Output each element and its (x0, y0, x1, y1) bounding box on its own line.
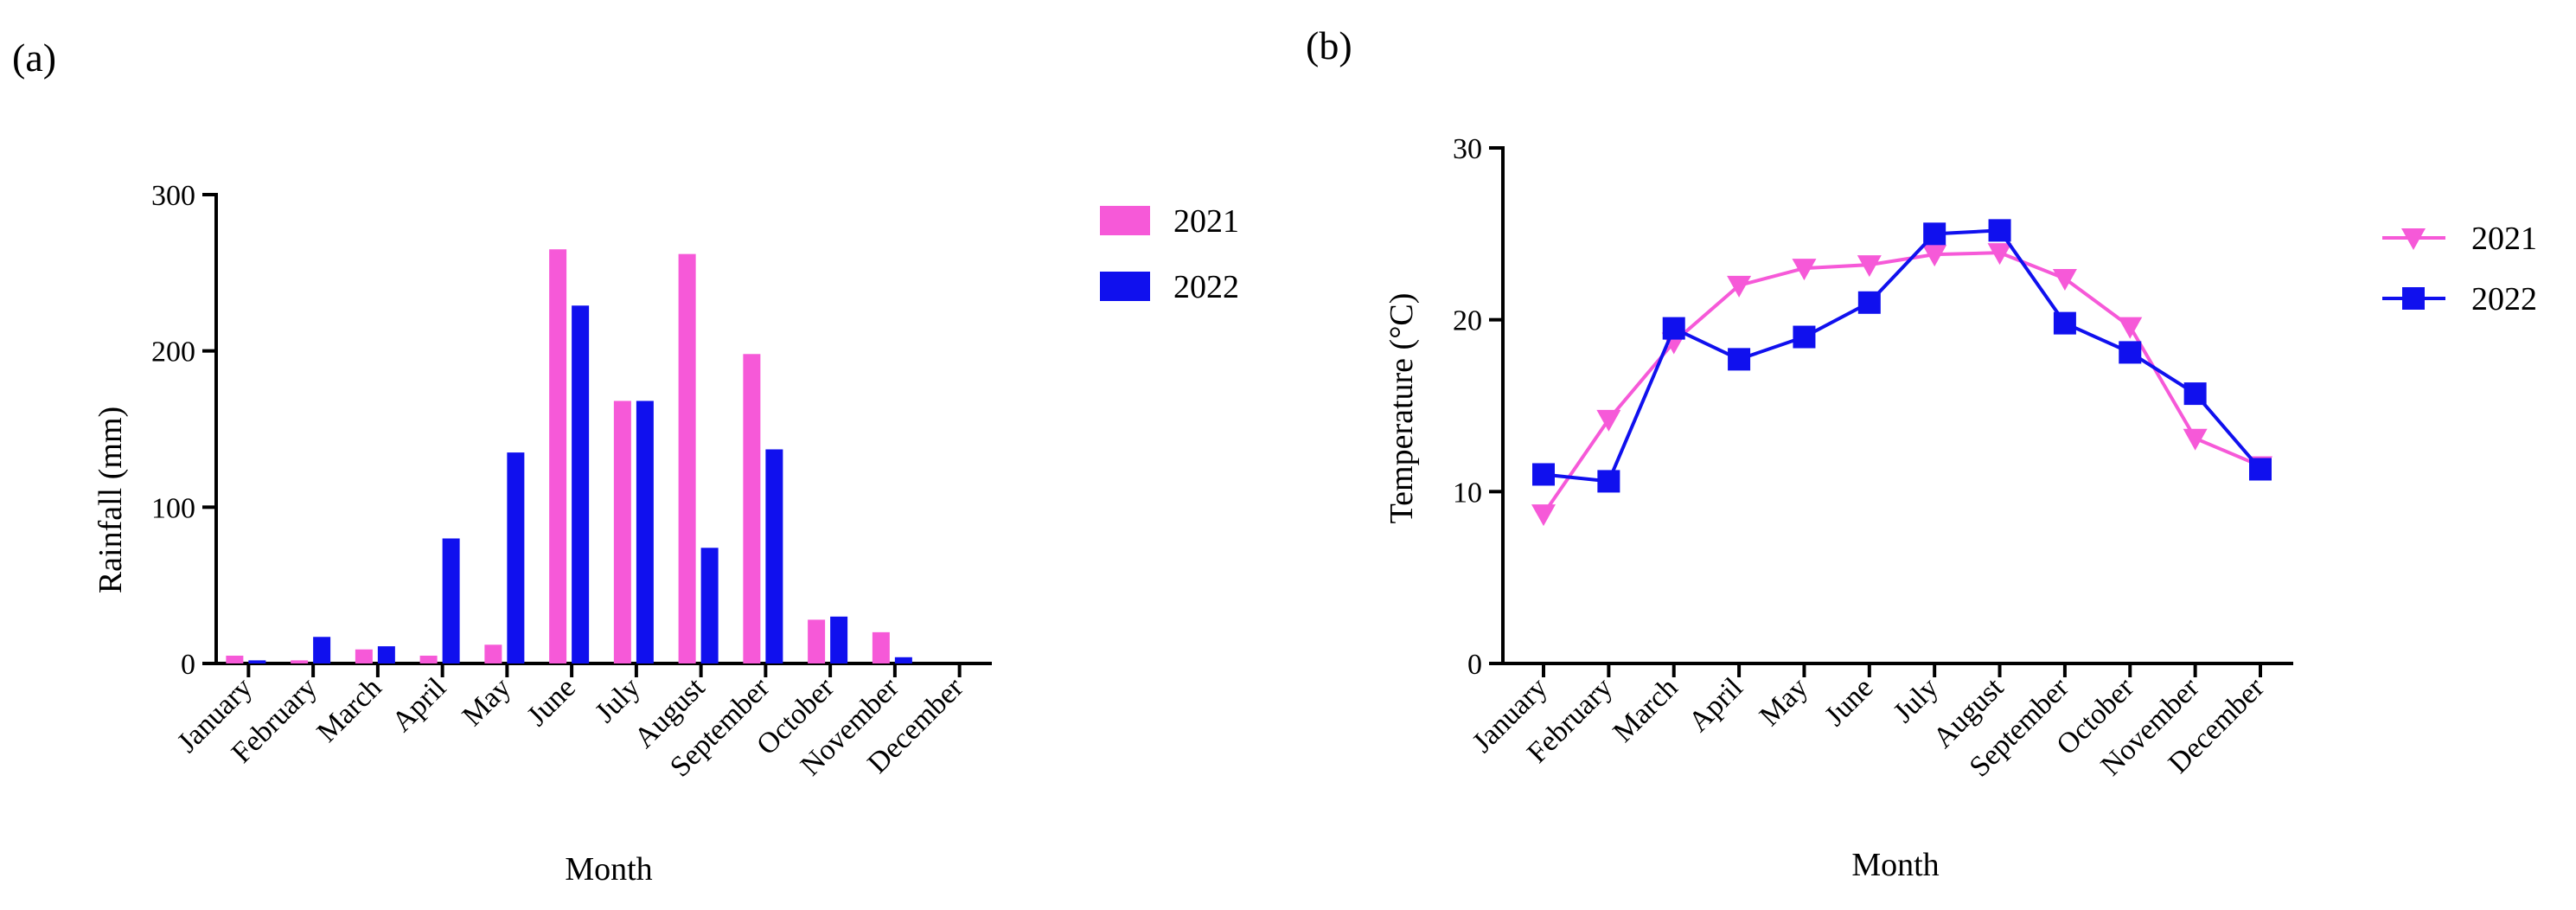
bar-2021-june (549, 249, 567, 663)
bar-2022-september (765, 449, 783, 663)
temperature-y-axis-title: Temperature (°C) (1384, 293, 1420, 524)
point-2022-january (1532, 463, 1555, 486)
temperature-legend: 2021 2022 (2382, 221, 2537, 317)
bar-2021-january (226, 655, 244, 663)
point-2021-november (2183, 428, 2208, 451)
y-tick-label: 30 (1453, 133, 1482, 165)
bar-2022-april (442, 538, 460, 663)
point-2021-october (2118, 317, 2143, 339)
temperature-y-axis: 0 10 20 30 (1453, 133, 1505, 681)
x-tick-label: July (589, 671, 646, 728)
y-tick-label: 200 (151, 336, 195, 368)
bar-2022-january (248, 660, 266, 663)
point-2021-june (1857, 255, 1882, 278)
point-2022-july (1923, 222, 1946, 246)
rainfall-chart: (a) 0 100 200 300 JanuaryFebruaryMarchApril… (12, 35, 1239, 888)
point-2021-february (1596, 409, 1621, 432)
line-2022 (1543, 228, 2262, 484)
y-tick-label: 20 (1453, 305, 1482, 337)
x-tick-label: March (1607, 671, 1684, 748)
x-tick-label: April (386, 671, 452, 738)
legend-marker-2022 (2402, 287, 2425, 310)
y-tick-label: 10 (1453, 477, 1482, 509)
point-2022-march (1662, 317, 1685, 340)
legend-swatch-2021 (1100, 206, 1150, 235)
bar-2022-june (572, 305, 590, 663)
legend-swatch-2022 (1100, 272, 1150, 301)
temperature-x-axis-title: Month (1851, 847, 1939, 883)
bar-2021-may (484, 644, 502, 663)
point-2022-august (1988, 219, 2011, 242)
x-tick-label: March (311, 671, 388, 748)
point-2022-april (1728, 348, 1751, 371)
x-tick-label: June (521, 671, 582, 732)
bar-2022-october (830, 616, 848, 663)
bar-2022-august (700, 548, 719, 663)
legend-marker-2021 (2401, 228, 2426, 250)
point-2021-april (1727, 275, 1752, 298)
bar-2022-may (507, 452, 525, 663)
x-tick-label: May (457, 671, 517, 732)
temperature-lines (1531, 219, 2272, 527)
rainfall-bars (226, 249, 912, 663)
point-2022-february (1597, 470, 1620, 493)
y-tick-label: 100 (151, 492, 195, 524)
legend-label-2021: 2021 (1173, 203, 1239, 240)
point-2022-september (2053, 311, 2076, 335)
rainfall-x-axis-title: Month (565, 851, 652, 888)
bar-2022-march (377, 646, 395, 663)
rainfall-legend: 2021 2022 (1100, 203, 1239, 305)
bar-2022-november (894, 657, 912, 663)
bar-2021-april (419, 655, 438, 663)
bar-2021-july (613, 401, 631, 663)
legend-label-2021: 2021 (2471, 221, 2537, 257)
x-tick-label: July (1888, 671, 1945, 728)
x-tick-label: April (1683, 671, 1749, 738)
legend-label-2022: 2022 (1173, 269, 1239, 305)
x-tick-label: June (1819, 671, 1879, 732)
point-2021-january (1531, 504, 1556, 527)
y-tick-label: 0 (1467, 649, 1482, 681)
bar-2021-february (291, 660, 309, 663)
point-2022-june (1857, 291, 1881, 314)
point-2021-august (1987, 243, 2012, 266)
panel-label-a: (a) (12, 35, 56, 80)
point-2022-december (2249, 458, 2272, 481)
panel-label-b: (b) (1306, 23, 1352, 67)
bar-2021-august (678, 253, 696, 663)
rainfall-y-axis-title: Rainfall (mm) (93, 407, 129, 593)
bar-2022-july (636, 401, 654, 663)
point-2022-october (2119, 341, 2142, 364)
rainfall-y-axis: 0 100 200 300 (151, 180, 218, 681)
point-2021-september (2052, 268, 2077, 291)
bar-2021-november (872, 631, 890, 663)
x-tick-label: May (1754, 671, 1814, 732)
legend-label-2022: 2022 (2471, 281, 2537, 317)
bar-2022-february (313, 637, 331, 663)
y-tick-label: 0 (181, 649, 195, 681)
y-tick-label: 300 (151, 180, 195, 212)
point-2021-may (1792, 259, 1817, 281)
point-2022-november (2183, 382, 2207, 406)
point-2021-july (1922, 245, 1947, 267)
bar-2021-september (743, 354, 761, 663)
bar-2021-october (808, 619, 826, 663)
point-2022-may (1793, 325, 1816, 349)
bar-2021-march (355, 649, 373, 663)
